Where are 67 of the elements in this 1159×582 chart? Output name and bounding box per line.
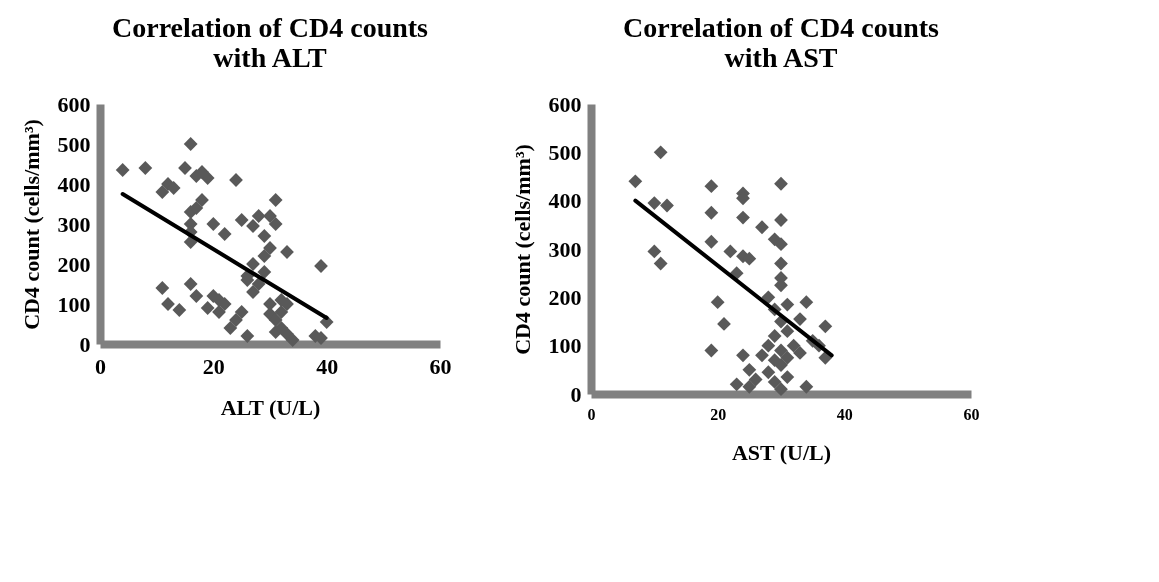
y-tick-label: 200: [57, 251, 91, 277]
point: [742, 379, 757, 394]
x-tick-label: 60: [963, 405, 980, 423]
point: [767, 375, 782, 389]
y-tick-label: 100: [548, 333, 582, 359]
x-tick-label: 40: [316, 353, 339, 379]
y-tick-label: 400: [548, 188, 582, 214]
y-tick-label: 0: [570, 381, 582, 407]
point: [704, 234, 719, 249]
y-tick-label: 500: [57, 131, 91, 157]
x-axis-title: AST (U/L): [731, 439, 832, 465]
chart-title: Correlation of CD4 counts with ALT: [111, 12, 429, 73]
point: [780, 370, 795, 384]
point: [723, 244, 738, 259]
point: [786, 338, 801, 353]
point: [729, 266, 744, 281]
y-axis-title: CD4 count (cells/mm³): [509, 144, 535, 355]
point: [761, 338, 776, 353]
point: [717, 317, 731, 331]
point: [780, 297, 795, 312]
x-axis-title: ALT (U/L): [220, 394, 321, 420]
point: [704, 179, 719, 194]
y-tick-label: 100: [57, 291, 91, 317]
point: [767, 329, 782, 343]
point: [818, 319, 833, 334]
point: [647, 244, 662, 259]
point: [774, 237, 788, 252]
point: [729, 377, 744, 392]
point: [755, 220, 769, 235]
point: [704, 343, 719, 358]
y-axis-title: CD4 count (cells/mm³): [18, 119, 44, 330]
point: [628, 174, 643, 189]
point: [761, 365, 776, 380]
point: [710, 295, 725, 310]
point: [736, 210, 750, 225]
y-tick-label: 200: [548, 284, 582, 310]
point: [774, 343, 788, 358]
point: [742, 362, 757, 377]
y-tick-label: 400: [57, 171, 91, 197]
point: [736, 348, 750, 363]
x-tick-label: 40: [836, 405, 853, 423]
point: [653, 145, 668, 160]
point: [755, 348, 769, 363]
y-tick-label: 0: [79, 331, 91, 357]
point: [748, 372, 763, 387]
y-tick-label: 600: [57, 91, 91, 117]
point: [647, 196, 662, 210]
x-tick-label: 0: [587, 405, 596, 423]
x-tick-label: 20: [202, 353, 225, 379]
y-tick-label: 500: [548, 139, 582, 165]
y-tick-label: 600: [548, 91, 582, 117]
chart-title: Correlation of CD4 counts with AST: [622, 12, 940, 73]
x-tick-label: 20: [710, 405, 727, 423]
point: [780, 324, 795, 339]
point: [704, 205, 719, 220]
x-tick-label: 60: [429, 353, 452, 379]
point: [799, 295, 814, 310]
y-tick-label: 300: [548, 236, 582, 262]
point: [799, 379, 814, 394]
y-tick-label: 300: [57, 211, 91, 237]
point: [774, 382, 788, 397]
point: [653, 256, 668, 271]
point: [660, 198, 674, 213]
point: [774, 256, 788, 271]
point: [780, 350, 795, 365]
point: [761, 290, 776, 305]
point: [774, 176, 788, 191]
